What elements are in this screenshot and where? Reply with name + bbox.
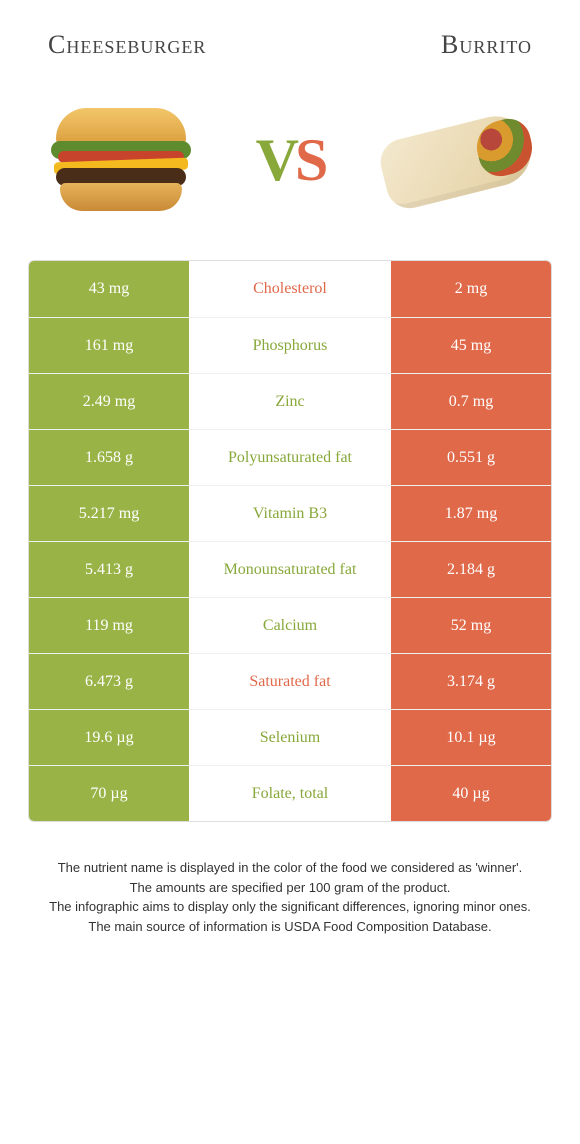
value-right: 52 mg xyxy=(391,598,551,653)
vs-v: V xyxy=(256,126,295,195)
table-row: 2.49 mgZinc0.7 mg xyxy=(29,373,551,429)
images-row: V S xyxy=(28,100,552,220)
value-right: 1.87 mg xyxy=(391,486,551,541)
footer-line: The amounts are specified per 100 gram o… xyxy=(38,878,542,898)
title-right: Burrito xyxy=(441,30,532,60)
value-left: 70 µg xyxy=(29,766,189,821)
value-left: 2.49 mg xyxy=(29,374,189,429)
value-right: 0.551 g xyxy=(391,430,551,485)
value-right: 3.174 g xyxy=(391,654,551,709)
burrito-icon xyxy=(377,100,542,220)
vs-s: S xyxy=(295,126,324,195)
table-row: 70 µgFolate, total40 µg xyxy=(29,765,551,821)
table-row: 5.413 gMonounsaturated fat2.184 g xyxy=(29,541,551,597)
table-row: 19.6 µgSelenium10.1 µg xyxy=(29,709,551,765)
value-left: 119 mg xyxy=(29,598,189,653)
value-left: 43 mg xyxy=(29,261,189,317)
title-left: Cheeseburger xyxy=(48,30,206,60)
value-left: 5.413 g xyxy=(29,542,189,597)
value-left: 6.473 g xyxy=(29,654,189,709)
value-right: 2 mg xyxy=(391,261,551,317)
nutrient-label: Zinc xyxy=(189,374,391,429)
footer-line: The infographic aims to display only the… xyxy=(38,897,542,917)
table-row: 161 mgPhosphorus45 mg xyxy=(29,317,551,373)
value-left: 161 mg xyxy=(29,318,189,373)
footer-line: The nutrient name is displayed in the co… xyxy=(38,858,542,878)
nutrient-label: Polyunsaturated fat xyxy=(189,430,391,485)
nutrient-label: Calcium xyxy=(189,598,391,653)
table-row: 1.658 gPolyunsaturated fat0.551 g xyxy=(29,429,551,485)
footer-line: The main source of information is USDA F… xyxy=(38,917,542,937)
value-right: 40 µg xyxy=(391,766,551,821)
nutrient-label: Phosphorus xyxy=(189,318,391,373)
nutrient-label: Folate, total xyxy=(189,766,391,821)
value-right: 45 mg xyxy=(391,318,551,373)
value-left: 19.6 µg xyxy=(29,710,189,765)
table-row: 43 mgCholesterol2 mg xyxy=(29,261,551,317)
nutrient-label: Monounsaturated fat xyxy=(189,542,391,597)
value-right: 0.7 mg xyxy=(391,374,551,429)
nutrient-label: Saturated fat xyxy=(189,654,391,709)
table-row: 6.473 gSaturated fat3.174 g xyxy=(29,653,551,709)
value-right: 2.184 g xyxy=(391,542,551,597)
comparison-table: 43 mgCholesterol2 mg161 mgPhosphorus45 m… xyxy=(28,260,552,822)
table-row: 119 mgCalcium52 mg xyxy=(29,597,551,653)
vs-label: V S xyxy=(256,126,325,195)
value-left: 1.658 g xyxy=(29,430,189,485)
footer-notes: The nutrient name is displayed in the co… xyxy=(28,858,552,936)
cheeseburger-icon xyxy=(38,100,203,220)
nutrient-label: Vitamin B3 xyxy=(189,486,391,541)
value-left: 5.217 mg xyxy=(29,486,189,541)
header: Cheeseburger Burrito xyxy=(28,30,552,60)
value-right: 10.1 µg xyxy=(391,710,551,765)
table-row: 5.217 mgVitamin B31.87 mg xyxy=(29,485,551,541)
nutrient-label: Cholesterol xyxy=(189,261,391,317)
nutrient-label: Selenium xyxy=(189,710,391,765)
